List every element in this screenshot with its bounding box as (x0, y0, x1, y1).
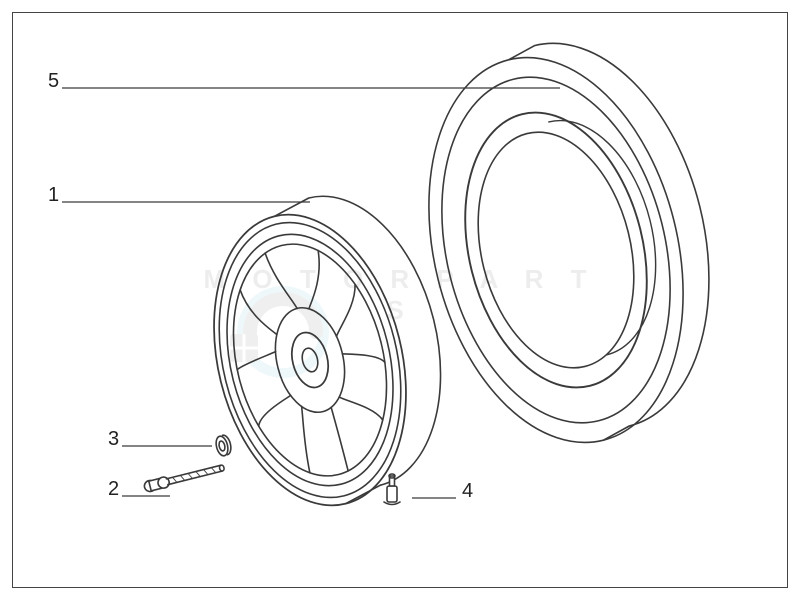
bolt-icon (143, 462, 225, 492)
callout-2: 2 (108, 478, 119, 501)
tire-icon (389, 16, 749, 469)
callout-3: 3 (108, 428, 119, 451)
wheel-rim-icon (183, 176, 472, 526)
parts-drawing (0, 0, 800, 600)
callout-1: 1 (48, 184, 59, 207)
callout-4: 4 (462, 480, 473, 503)
diagram-canvas: M O T O R P A R T S 5 1 3 2 4 (0, 0, 800, 600)
callout-5: 5 (48, 70, 59, 93)
